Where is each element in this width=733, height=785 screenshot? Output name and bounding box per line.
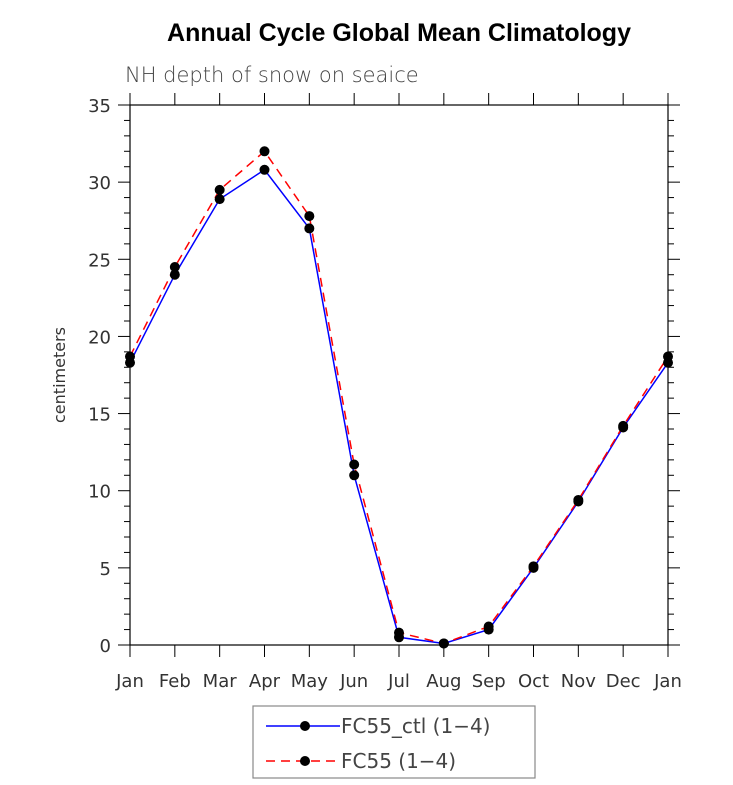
legend-label-ctl: FC55_ctl (1−4) — [341, 714, 490, 738]
x-tick-label: Oct — [518, 671, 549, 692]
y-tick-label: 35 — [88, 96, 111, 117]
chart-subtitle: NH depth of snow on seaice — [125, 63, 419, 87]
axes: 0 5 10 15 20 25 30 35 Jan Feb Mar Apr May Jun Jul Aug Se… — [88, 93, 682, 692]
data-point-fc55 — [125, 351, 135, 362]
x-tick-label: Jan — [653, 671, 682, 692]
data-point-fc55 — [169, 262, 180, 272]
x-tick-label: Nov — [561, 671, 596, 692]
data-point-fc55 — [618, 420, 629, 431]
data-point-ctl — [214, 194, 225, 205]
x-tick-label: May — [291, 671, 329, 692]
data-point-ctl — [169, 269, 180, 280]
data-point-ctl — [259, 164, 270, 175]
data-point-fc55 — [483, 621, 494, 632]
x-tick-label: Jul — [387, 671, 410, 692]
data-point-fc55 — [259, 146, 270, 157]
y-tick-label: 10 — [88, 482, 111, 503]
y-tick-label: 20 — [88, 327, 111, 348]
data-point-ctl — [349, 470, 360, 481]
legend-marker-ctl — [300, 721, 310, 731]
y-tick-label: 25 — [88, 250, 111, 271]
y-axis-label: centimeters — [50, 327, 69, 423]
data-point-fc55 — [214, 184, 225, 195]
data-point-ctl — [304, 223, 315, 234]
plot-frame — [129, 104, 669, 646]
data-point-fc55 — [663, 351, 673, 362]
legend-box — [252, 705, 536, 779]
data-point-fc55 — [528, 561, 539, 572]
x-tick-label: Feb — [159, 671, 191, 692]
series-layer — [125, 146, 673, 649]
data-point-fc55 — [573, 494, 584, 505]
data-point-fc55 — [394, 627, 404, 638]
legend-label-fc55: FC55 (1−4) — [341, 749, 456, 773]
y-tick-label: 15 — [88, 405, 111, 426]
legend: FC55_ctl (1−4) FC55 (1−4) — [252, 705, 536, 779]
legend-marker-fc55 — [300, 756, 310, 766]
x-tick-label: Apr — [249, 671, 281, 692]
y-tick-label: 0 — [100, 636, 111, 657]
chart-title: Annual Cycle Global Mean Climatology — [167, 19, 631, 47]
data-point-fc55 — [304, 211, 315, 222]
y-tick-label: 30 — [88, 173, 111, 194]
series-line-ctl — [129, 168, 669, 645]
y-tick-label: 5 — [100, 559, 111, 580]
x-tick-label: Dec — [606, 671, 641, 692]
x-tick-label: Aug — [426, 671, 461, 692]
x-tick-label: Jun — [339, 671, 368, 692]
data-point-fc55 — [438, 638, 449, 649]
x-tick-label: Mar — [203, 671, 238, 692]
series-line-fc55 — [129, 150, 669, 645]
x-tick-label: Jan — [115, 671, 144, 692]
data-point-fc55 — [349, 459, 360, 470]
x-tick-label: Sep — [472, 671, 506, 692]
